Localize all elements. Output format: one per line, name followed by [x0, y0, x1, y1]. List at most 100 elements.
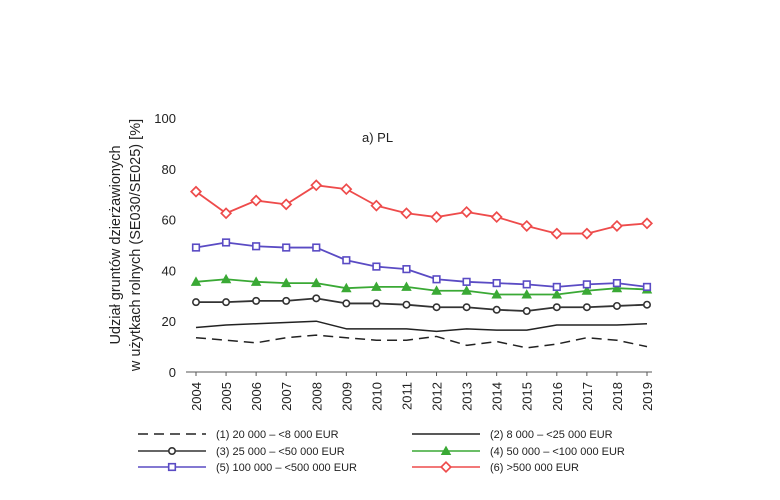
- data-point: [252, 296, 261, 305]
- data-point: [282, 243, 291, 252]
- x-tick-label: 2017: [580, 382, 595, 411]
- legend-label: (1) 20 000 – <8 000 EUR: [216, 429, 339, 441]
- data-point: [191, 243, 201, 252]
- x-tick-label: 2007: [279, 382, 294, 411]
- x-tick-label: 2013: [460, 382, 475, 411]
- data-point: [430, 211, 443, 224]
- data-point: [221, 238, 231, 247]
- y-tick-label: 60: [162, 213, 176, 228]
- legend-marker: [167, 462, 177, 472]
- legend-item: (5) 100 000 – <500 000 EUR: [138, 462, 357, 474]
- data-point: [341, 282, 352, 293]
- data-point: [311, 277, 322, 288]
- data-point: [582, 280, 591, 289]
- x-tick-label: 2015: [520, 382, 535, 411]
- data-point: [342, 299, 351, 308]
- series-line: [195, 320, 648, 333]
- data-point: [222, 298, 231, 307]
- data-point: [611, 282, 623, 293]
- data-point: [252, 242, 261, 251]
- data-point: [371, 281, 382, 291]
- data-point: [280, 277, 292, 288]
- y-axis-ticks: 0 20 40 60 80 100: [154, 111, 176, 380]
- series-line: [195, 334, 648, 349]
- data-point: [612, 278, 622, 288]
- data-point: [282, 296, 291, 305]
- data-point: [431, 285, 442, 295]
- data-point: [400, 207, 413, 220]
- data-point: [522, 307, 531, 316]
- x-tick-label: 2012: [430, 382, 445, 411]
- series-line: [196, 297, 648, 312]
- series-line: [195, 241, 648, 288]
- legend-label: (2) 8 000 – <25 000 EUR: [490, 429, 613, 441]
- series-5: [191, 238, 652, 292]
- data-point: [642, 300, 651, 309]
- series-layer: [189, 179, 654, 349]
- data-point: [640, 217, 654, 230]
- data-point: [402, 265, 411, 274]
- y-axis-label-line: w użytkach rolnych (SE030/SE025) [%]: [128, 119, 144, 372]
- data-point: [460, 205, 473, 218]
- y-axis-label: Udział gruntów dzierżawionych w użytkach …: [108, 119, 144, 372]
- data-point: [312, 294, 321, 303]
- x-tick-label: 2009: [339, 382, 354, 411]
- legend-label: (6) >500 000 EUR: [490, 462, 579, 474]
- data-point: [432, 275, 441, 284]
- legend-marker: [439, 460, 453, 474]
- data-point: [401, 281, 412, 291]
- legend-marker: [168, 446, 177, 455]
- y-tick-label: 100: [154, 111, 176, 126]
- data-point: [550, 227, 563, 240]
- legend: (1) 20 000 – <8 000 EUR (2) 8 000 – <25 0…: [138, 429, 625, 474]
- data-point: [491, 289, 502, 299]
- series-4: [190, 273, 653, 299]
- y-axis-label-line: Udział gruntów dzierżawionych: [108, 145, 124, 344]
- panel-label: a) PL: [362, 130, 393, 145]
- series-1: [195, 334, 648, 349]
- x-tick-label: 2005: [219, 382, 234, 411]
- y-tick-label: 40: [162, 263, 176, 278]
- data-point: [522, 280, 531, 289]
- series-6: [189, 179, 654, 240]
- data-point: [342, 256, 351, 265]
- x-tick-label: 2008: [309, 382, 324, 411]
- legend-label: (3) 25 000 – <50 000 EUR: [216, 446, 345, 458]
- data-point: [490, 211, 503, 224]
- data-point: [189, 185, 203, 198]
- x-tick-label: 2004: [189, 382, 204, 411]
- data-point: [220, 273, 232, 284]
- data-point: [492, 305, 501, 314]
- x-tick-label: 2016: [550, 382, 565, 411]
- legend-item: (4) 50 000 – <100 000 EUR: [412, 445, 625, 458]
- data-point: [190, 276, 202, 286]
- x-tick-label: 2006: [249, 382, 264, 411]
- y-tick-label: 80: [162, 162, 176, 177]
- data-point: [582, 303, 591, 312]
- data-point: [372, 299, 381, 308]
- data-point: [551, 289, 563, 299]
- x-tick-label: 2019: [640, 382, 655, 411]
- data-point: [521, 289, 532, 299]
- legend-marker: [440, 445, 452, 456]
- data-point: [520, 219, 533, 232]
- data-point: [250, 276, 262, 286]
- data-point: [462, 303, 471, 312]
- x-tick-label: 2011: [399, 382, 414, 410]
- data-point: [250, 194, 263, 207]
- data-point: [610, 219, 623, 232]
- data-point: [402, 300, 411, 309]
- series-line: [195, 184, 648, 235]
- y-tick-label: 0: [169, 365, 176, 380]
- x-tick-label: 2014: [490, 382, 505, 411]
- legend-item: (3) 25 000 – <50 000 EUR: [138, 446, 345, 458]
- data-point: [192, 298, 201, 307]
- x-tick-label: 2010: [369, 382, 384, 411]
- data-point: [280, 198, 293, 211]
- legend-item: (1) 20 000 – <8 000 EUR: [138, 429, 339, 441]
- x-tick-label: 2018: [610, 382, 625, 411]
- data-point: [581, 285, 593, 295]
- legend-label: (5) 100 000 – <500 000 EUR: [216, 462, 357, 474]
- data-point: [461, 285, 472, 295]
